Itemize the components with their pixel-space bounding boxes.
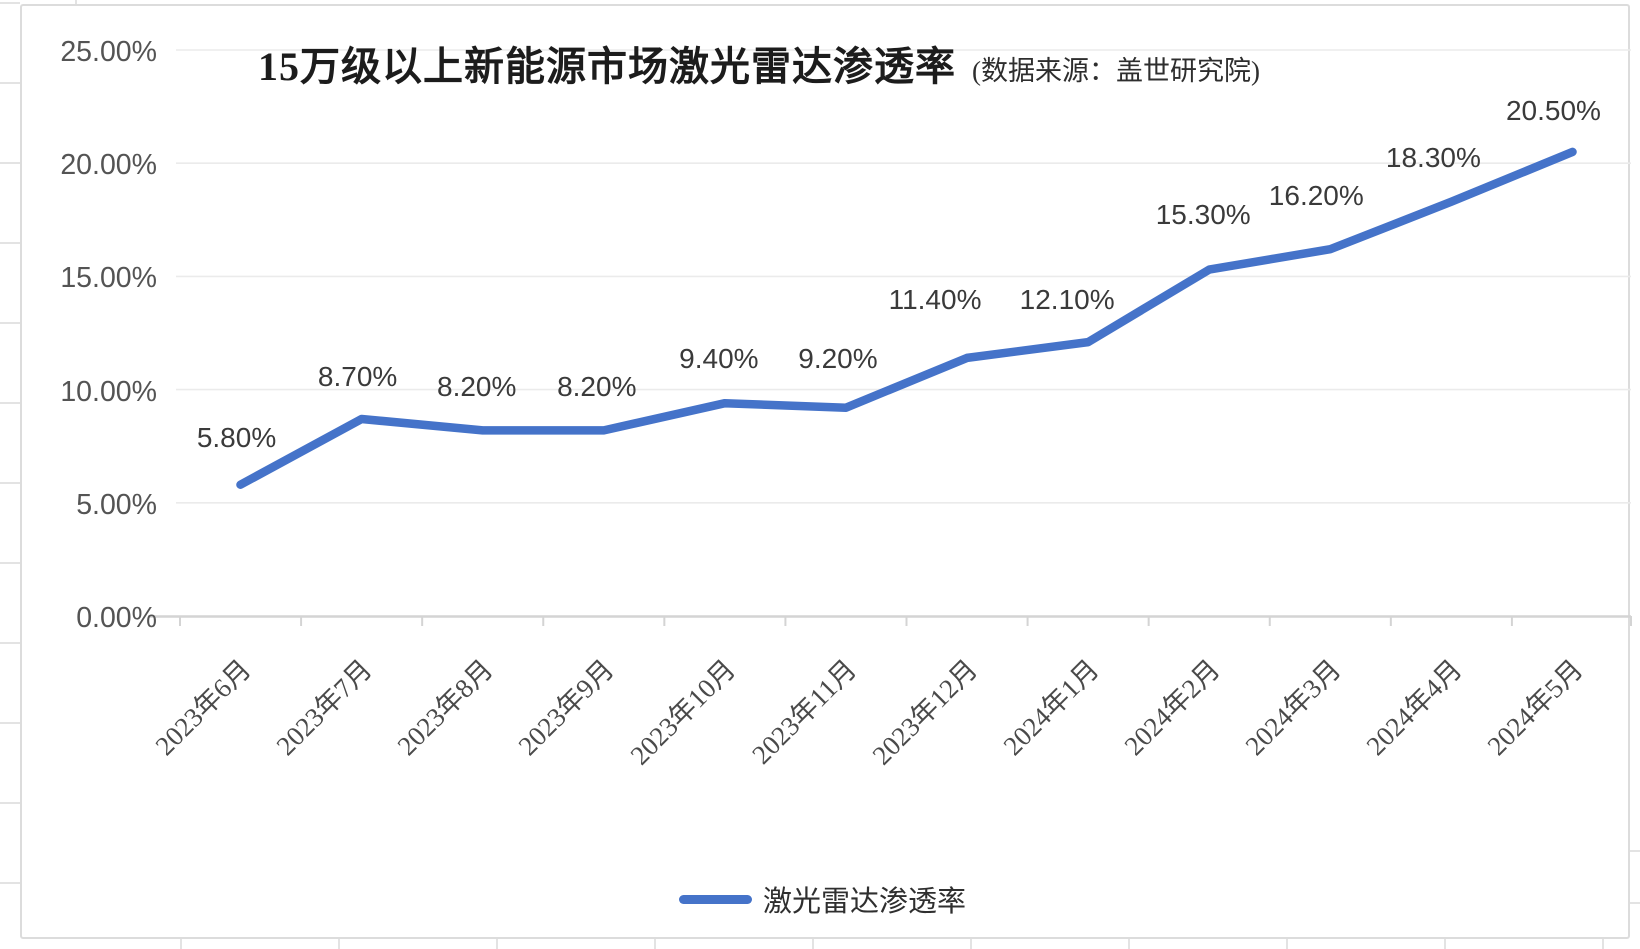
spreadsheet-gridline [0, 2, 20, 4]
spreadsheet-gridline [812, 939, 814, 949]
chart-subtitle: (数据来源：盖世研究院) [972, 56, 1260, 86]
y-axis-label: 20.00% [60, 149, 157, 182]
spreadsheet-gridline [0, 242, 20, 244]
legend: 激光雷达渗透率 [679, 878, 966, 920]
legend-label: 激光雷达渗透率 [763, 886, 967, 918]
data-label: 11.40% [888, 283, 982, 315]
spreadsheet-gridline [1630, 850, 1640, 852]
data-label: 5.80% [196, 421, 277, 453]
spreadsheet-gridline [1286, 939, 1288, 949]
data-label: 18.30% [1385, 141, 1481, 173]
data-label: 8.20% [557, 371, 637, 403]
spreadsheet-gridline [75, 0, 77, 4]
data-label: 8.70% [317, 361, 398, 393]
data-label: 15.30% [1155, 198, 1251, 230]
series-line [236, 147, 1577, 489]
spreadsheet-gridline [1602, 939, 1604, 949]
data-label: 16.20% [1268, 180, 1364, 212]
spreadsheet-gridline [496, 939, 498, 949]
spreadsheet-gridline [0, 642, 20, 644]
data-label: 12.10% [1019, 284, 1115, 316]
y-axis-label: 15.00% [60, 262, 157, 295]
spreadsheet-gridline [180, 939, 182, 949]
legend-line-swatch [679, 894, 752, 904]
spreadsheet-gridline [0, 162, 20, 164]
spreadsheet-gridline [0, 402, 20, 404]
spreadsheet-gridline [0, 802, 20, 804]
spreadsheet-gridline [0, 82, 20, 84]
data-label: 9.40% [679, 343, 759, 375]
data-label: 8.20% [437, 371, 517, 403]
spreadsheet-gridline [0, 482, 20, 484]
spreadsheet-gridline [0, 882, 20, 884]
chart-title-row: 15万级以上新能源市场激光雷达渗透率 (数据来源：盖世研究院) [258, 34, 1260, 92]
y-axis-label: 10.00% [60, 375, 157, 408]
spreadsheet-gridline [1128, 939, 1130, 949]
spreadsheet-gridline [970, 939, 972, 949]
y-axis-label: 5.00% [76, 488, 157, 521]
spreadsheet-gridline [1444, 939, 1446, 949]
y-axis-label: 25.00% [60, 36, 157, 68]
spreadsheet-gridline [338, 939, 340, 949]
data-label: 20.50% [1505, 94, 1601, 126]
chart-card[interactable] [20, 4, 1630, 939]
spreadsheet-gridline [0, 722, 20, 724]
spreadsheet-gridline [1630, 902, 1640, 904]
y-axis-label: 0.00% [76, 602, 157, 634]
chart-title: 15万级以上新能源市场激光雷达渗透率 [258, 44, 956, 89]
spreadsheet-gridline [654, 939, 656, 949]
spreadsheet-gridline [0, 562, 20, 564]
data-label: 9.20% [798, 342, 878, 374]
spreadsheet-gridline [0, 322, 20, 324]
